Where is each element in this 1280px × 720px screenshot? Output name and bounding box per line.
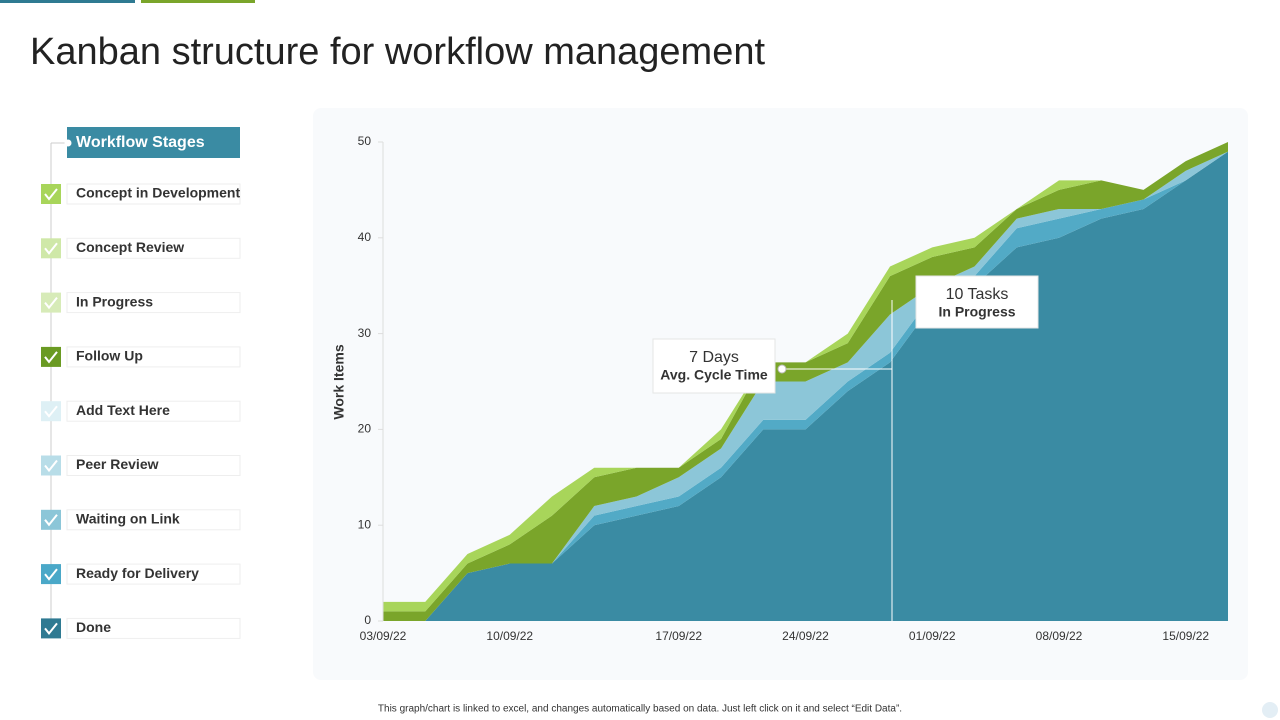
stages-header: Workflow Stages (76, 134, 205, 151)
stage-box (66, 346, 241, 368)
annotation-label: Avg. Cycle Time (660, 367, 768, 383)
check-mark (44, 622, 58, 636)
annotation-box (652, 338, 776, 394)
accent-bar (141, 0, 255, 3)
stage-checkbox (41, 509, 61, 530)
check-mark (44, 514, 58, 527)
y-tick-label: 50 (358, 134, 372, 148)
stage-box (66, 400, 241, 422)
stage-label: Concept Review (76, 239, 184, 255)
stage-label: Follow Up (76, 348, 143, 364)
area-layer (383, 151, 1228, 621)
stage-box (66, 617, 241, 639)
stage-box (66, 509, 241, 531)
check-mark (44, 568, 58, 581)
stage-box (66, 183, 241, 205)
check-mark (44, 351, 58, 364)
x-tick-label: 08/09/22 (1036, 629, 1083, 643)
x-tick-label: 24/09/22 (782, 629, 829, 643)
check-mark (44, 405, 58, 418)
stage-label: Concept in Development (76, 185, 240, 201)
corner-dot (1262, 702, 1278, 718)
x-tick-label: 15/09/22 (1162, 629, 1209, 643)
accent-bar (0, 0, 135, 3)
stage-checkbox (41, 618, 61, 639)
stage-box (66, 292, 241, 314)
check-mark (44, 188, 58, 201)
y-tick-label: 40 (358, 230, 372, 244)
footnote: This graph/chart is linked to excel, and… (378, 704, 902, 715)
check-mark (44, 242, 58, 255)
x-tick-label: 10/09/22 (486, 629, 533, 643)
check-mark (44, 296, 58, 310)
annotation-box (915, 275, 1039, 329)
annotation-dot (777, 364, 787, 374)
stages-header-bg (67, 127, 240, 158)
annotation-label: In Progress (938, 304, 1015, 320)
x-tick-label: 03/09/22 (360, 629, 407, 643)
stage-box (66, 455, 241, 476)
check-mark (44, 459, 58, 473)
stage-checkbox (41, 401, 61, 422)
stage-checkbox (41, 292, 61, 313)
stage-checkbox (41, 238, 61, 259)
stage-label: In Progress (76, 293, 153, 309)
y-tick-label: 10 (358, 517, 372, 531)
stage-label: Done (76, 619, 111, 635)
stage-box (66, 563, 241, 585)
header-dot (64, 139, 72, 147)
y-tick-label: 0 (364, 613, 371, 627)
area-layer (383, 151, 1228, 621)
annotation-value: 7 Days (689, 349, 739, 366)
slide-title: Kanban structure for workflow management (30, 31, 765, 73)
stage-label: Add Text Here (76, 402, 170, 418)
stage-checkbox (41, 346, 61, 367)
y-tick-label: 30 (358, 326, 372, 340)
stage-label: Ready for Delivery (76, 565, 199, 581)
annotation-value: 10 Tasks (946, 286, 1009, 303)
stage-label: Peer Review (76, 456, 159, 472)
stage-checkbox (41, 184, 61, 204)
stage-label: Waiting on Link (76, 511, 180, 527)
stage-checkbox (41, 455, 61, 476)
y-axis-label: Work Items (331, 344, 347, 419)
x-tick-label: 01/09/22 (909, 629, 956, 643)
x-tick-label: 17/09/22 (655, 629, 702, 643)
area-layer (383, 142, 1228, 621)
y-tick-label: 20 (358, 422, 372, 436)
stage-checkbox (41, 564, 61, 585)
stage-box (66, 237, 241, 259)
